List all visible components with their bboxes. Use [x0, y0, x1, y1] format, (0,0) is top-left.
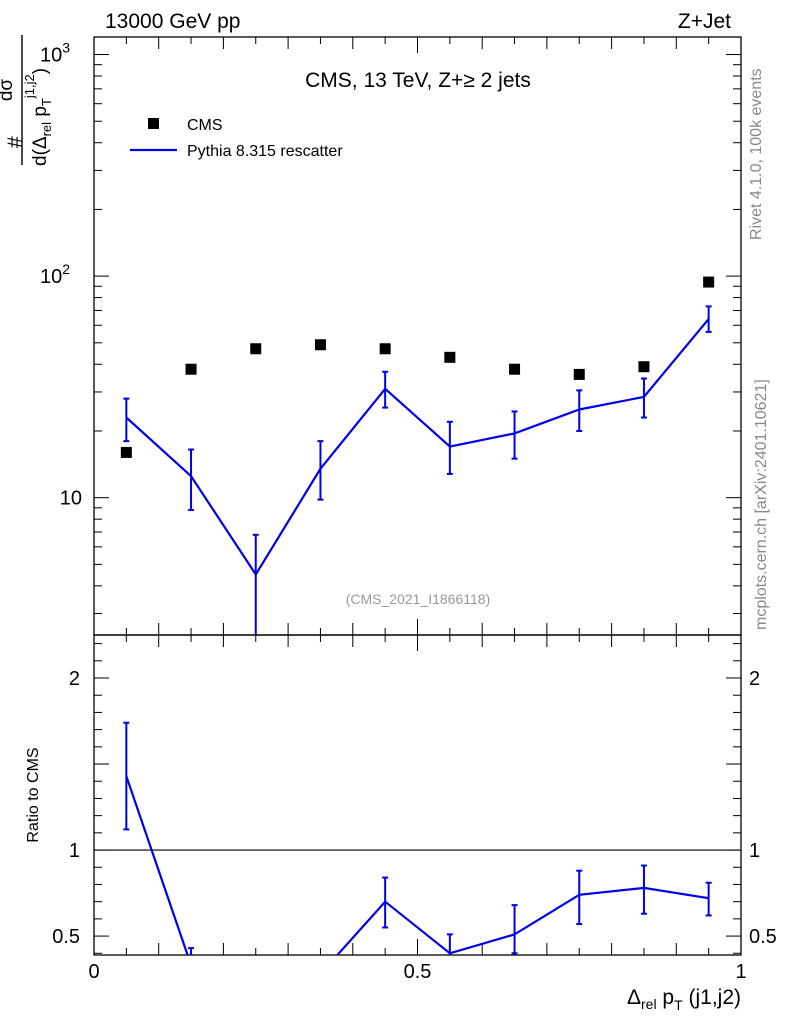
main-title: CMS, 13 TeV, Z+≥ 2 jets	[305, 69, 531, 92]
main-ticks: 10 102 103	[40, 37, 742, 635]
cms-point-4	[379, 343, 391, 355]
ylabel-den-sup: j1,j2	[22, 74, 37, 99]
main-panel: 10 102 103 CMS, 13 TeV, Z+≥ 2 jets (CMS_20…	[40, 36, 742, 636]
ratio-ytick-label-right-1: 1	[749, 840, 760, 862]
main-ytick-label-2: 103	[40, 40, 70, 67]
ratio-marks	[94, 721, 741, 955]
main-ytick-exp-1: 2	[62, 261, 70, 277]
ylabel-den-close: )	[30, 68, 51, 74]
header-process: Z+Jet	[678, 10, 731, 33]
analysis-watermark: (CMS_2021_I1866118)	[346, 591, 491, 607]
main-ytick-label-0: 10	[60, 488, 82, 510]
ylabel-hash: #	[4, 136, 27, 148]
xlabel-p: p	[657, 986, 675, 1009]
mc-series-line	[125, 318, 710, 577]
cms-point-2	[250, 343, 262, 355]
cms-point-1	[185, 363, 197, 375]
main-ylabel: # dσ d(Δrel pTj1,j2)	[0, 35, 54, 166]
header-energy: 13000 GeV pp	[105, 10, 240, 33]
ratio-xtick-label-1: 0.5	[404, 961, 432, 983]
ratio-panel: 0.5 0.51 12 20 0.5 1	[52, 634, 777, 983]
main-ytick-exp-2: 3	[62, 40, 70, 56]
xlabel-sub: rel	[641, 996, 657, 1012]
ratio-ytick-label-left-1: 1	[69, 840, 80, 862]
ratio-ylabel: Ratio to CMS	[25, 747, 42, 842]
main-marks	[120, 276, 715, 635]
cms-point-9	[703, 276, 715, 288]
svg-text:d(Δrel pTj1,j2): d(Δrel pTj1,j2)	[22, 68, 54, 166]
legend-mc-label: Pythia 8.315 rescatter	[187, 143, 343, 160]
xlabel-delta: Δ	[627, 986, 641, 1009]
cms-point-8	[638, 361, 650, 373]
cms-point-5	[444, 351, 456, 363]
main-ytick-label-1: 102	[40, 261, 70, 288]
ylabel-den-t: T	[39, 98, 54, 106]
ylabel-den-sub: rel	[39, 122, 54, 137]
legend-cms-label: CMS	[187, 117, 223, 134]
cms-point-0	[120, 446, 132, 458]
xlabel-tail: (j1,j2)	[683, 986, 741, 1009]
ratio-series-line	[125, 775, 709, 955]
xlabel-t: T	[674, 997, 683, 1013]
legend: CMS Pythia 8.315 rescatter	[130, 117, 343, 160]
ylabel-den-p: p	[30, 106, 51, 122]
cms-point-3	[314, 339, 326, 351]
side-mcplots-url: mcplots.cern.ch [arXiv:2401.10621]	[753, 379, 770, 630]
ylabel-numerator: dσ	[0, 79, 17, 102]
ratio-ytick-label-right-0: 0.5	[749, 926, 777, 948]
ratio-ytick-label-left-0: 0.5	[52, 926, 80, 948]
ratio-ticks: 0.5 0.51 12 20 0.5 1	[52, 635, 777, 983]
ylabel-den-prefix: d(Δ	[30, 136, 51, 166]
ratio-xlabel: Δrel pT (j1,j2)	[627, 986, 741, 1013]
ratio-xtick-label-2: 1	[735, 961, 746, 983]
ratio-xtick-label-0: 0	[88, 961, 99, 983]
ratio-ytick-label-right-2: 2	[749, 668, 760, 690]
ratio-ytick-label-left-2: 2	[69, 668, 80, 690]
side-rivet-version: Rivet 4.1.0, 100k events	[748, 68, 765, 240]
legend-cms-marker	[148, 118, 159, 129]
cms-point-6	[509, 363, 521, 375]
cms-point-7	[573, 368, 585, 380]
